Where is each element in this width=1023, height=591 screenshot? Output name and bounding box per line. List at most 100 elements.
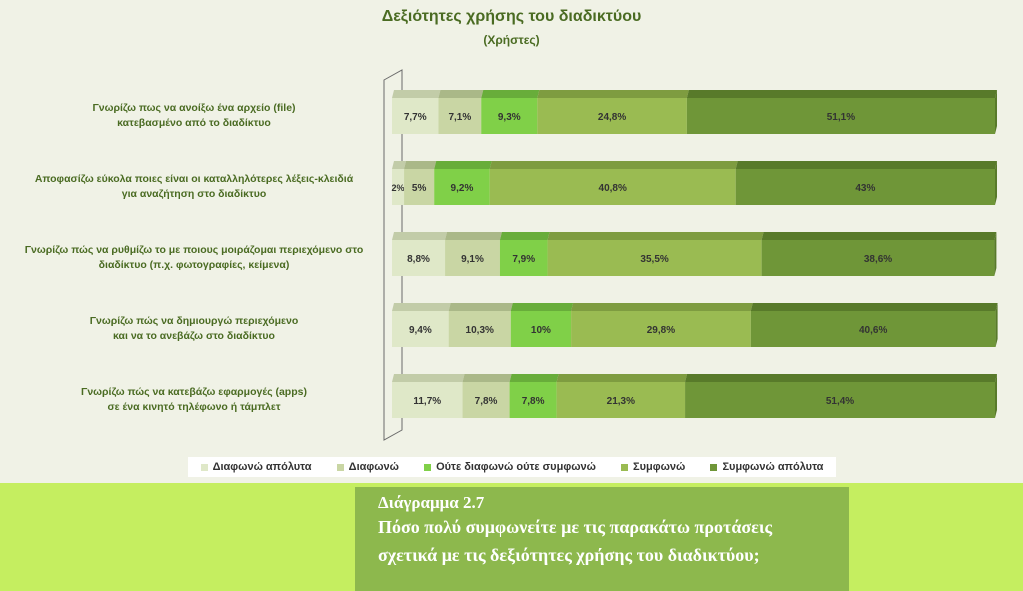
category-label-line: κατεβασμένο από το διαδίκτυο <box>117 117 271 129</box>
bar-segment <box>489 169 736 205</box>
bar-segment <box>392 311 449 347</box>
bar-side <box>995 90 997 134</box>
legend-label: Διαφωνώ απόλυτα <box>212 461 312 473</box>
bar-segment <box>735 169 995 205</box>
bar-segment <box>481 98 538 134</box>
bar-top <box>489 161 738 169</box>
bar-segment <box>404 169 435 205</box>
bar-segment <box>499 240 548 276</box>
data-label: 7,8% <box>475 396 498 407</box>
bar-segment <box>685 382 995 418</box>
bar-top <box>571 303 753 311</box>
bar-segment <box>462 382 510 418</box>
bar-top <box>556 374 688 382</box>
data-label: 10% <box>531 325 551 336</box>
bar-segment <box>750 311 996 347</box>
category-label-line: Γνωρίζω πώς να ρυθμίζω το με ποιους μοιρ… <box>24 244 364 256</box>
bar-top <box>392 161 407 169</box>
data-label: 9,1% <box>461 254 484 265</box>
caption-number: Διάγραμμα 2.7 <box>378 493 485 512</box>
category-label: Αποφασίζω εύκολα ποιες είναι οι καταλληλ… <box>8 172 380 202</box>
legend-swatch <box>621 463 629 471</box>
legend-label: Συμφωνώ απόλυτα <box>722 461 824 473</box>
chart-subtitle: (Χρήστες) <box>483 33 540 47</box>
data-label: 40,6% <box>859 325 887 336</box>
legend-swatch <box>710 463 718 471</box>
bar-segment <box>509 382 557 418</box>
bar-top <box>686 90 997 98</box>
data-label: 35,5% <box>640 254 668 265</box>
bar-top <box>448 303 513 311</box>
bar-top <box>462 374 512 382</box>
data-label: 29,8% <box>647 325 675 336</box>
legend-item: Διαφωνώ απόλυτα <box>200 461 312 473</box>
category-label: Γνωρίζω πως να ανοίξω ένα αρχείο (file) κ… <box>8 101 380 131</box>
data-label: 5% <box>412 183 427 194</box>
data-label: 2% <box>392 183 405 193</box>
data-label: 8,8% <box>407 254 430 265</box>
category-label-line: Γνωρίζω πως να ανοίξω ένα αρχείο (file) <box>92 102 296 114</box>
figure-caption: Διάγραμμα 2.7 Πόσο πολύ συμφωνείτε με τι… <box>355 487 849 591</box>
bar-top <box>392 232 448 240</box>
bar-side <box>995 303 998 347</box>
bar-top <box>509 374 559 382</box>
data-label: 24,8% <box>598 112 626 123</box>
category-label-line: και να το ανεβάζω στο διαδίκτυο <box>113 330 275 342</box>
bar-segment <box>445 240 500 276</box>
category-label-line: διαδίκτυο (π.χ. φωτογραφίες, κείμενα) <box>98 259 290 271</box>
bar-top <box>392 374 465 382</box>
bar-segment <box>392 169 405 205</box>
legend-item: Συμφωνώ <box>621 461 685 473</box>
bar-top <box>547 232 764 240</box>
data-label: 21,3% <box>607 396 635 407</box>
bar-top <box>392 303 451 311</box>
bar-top <box>438 90 484 98</box>
legend-item: Διαφωνώ <box>336 461 399 473</box>
bar-segment <box>448 311 511 347</box>
caption-line-1: Πόσο πολύ συμφωνείτε με τις παρακάτω προ… <box>378 517 773 537</box>
bar-segment <box>547 240 762 276</box>
category-label: Γνωρίζω πώς να δημιουργώ περιεχόμενο και … <box>8 314 380 344</box>
data-label: 9,3% <box>498 112 521 123</box>
bar-top <box>750 303 998 311</box>
data-label: 7,9% <box>512 254 535 265</box>
legend-label: Ούτε διαφωνώ ούτε συμφωνώ <box>436 461 596 473</box>
bar-top <box>445 232 502 240</box>
legend-item: Συμφωνώ απόλυτα <box>710 461 823 473</box>
data-label: 43% <box>855 183 875 194</box>
chart-area: Δεξιότητες χρήσης του διαδικτύου (Χρήστε… <box>0 0 1023 483</box>
data-label: 7,1% <box>448 112 471 123</box>
caption-line-2: σχετικά με τις δεξιότητες χρήσης του δια… <box>378 545 760 565</box>
bar-top <box>735 161 997 169</box>
category-label-line: για αναζήτηση στο διαδίκτυο <box>121 188 267 200</box>
bar-plot: 7,7% 7,1% 9,3% 24,8% 51,1% 2% 5% 9,2% 40,8% 43% 8,… <box>383 69 998 441</box>
legend: Διαφωνώ απόλυτα Διαφωνώ Ούτε διαφωνώ ούτε … <box>188 457 836 477</box>
bar-top <box>510 303 574 311</box>
category-label-line: Αποφασίζω εύκολα ποιες είναι οι καταλληλ… <box>34 173 354 185</box>
legend-swatch <box>336 463 344 471</box>
data-label: 10,3% <box>466 325 494 336</box>
legend-item: Ούτε διαφωνώ ούτε συμφωνώ <box>424 461 596 473</box>
bar-top <box>761 232 997 240</box>
data-label: 7,7% <box>404 112 427 123</box>
category-label: Γνωρίζω πώς να ρυθμίζω το με ποιους μοιρ… <box>8 243 380 273</box>
data-label: 7,8% <box>522 396 545 407</box>
category-label: Γνωρίζω πώς να κατεβάζω εφαρμογές (apps)… <box>8 385 380 415</box>
bar-segment <box>761 240 995 276</box>
category-label-line: σε ένα κινητό τηλέφωνο ή τάμπλετ <box>107 401 281 413</box>
bar-segment <box>434 169 490 205</box>
bar-side <box>995 374 997 418</box>
data-label: 9,4% <box>409 325 432 336</box>
data-label: 11,7% <box>413 396 441 407</box>
bar-side <box>995 161 997 205</box>
bar-segment <box>392 98 439 134</box>
bar-segment <box>571 311 751 347</box>
legend-swatch <box>200 463 208 471</box>
bar-segment <box>392 240 446 276</box>
data-label: 38,6% <box>864 254 892 265</box>
data-label: 9,2% <box>451 183 474 194</box>
category-label-line: Γνωρίζω πώς να δημιουργώ περιεχόμενο <box>89 315 299 327</box>
bar-side <box>994 232 997 276</box>
legend-label: Διαφωνώ <box>348 461 399 473</box>
data-label: 51,4% <box>826 396 854 407</box>
